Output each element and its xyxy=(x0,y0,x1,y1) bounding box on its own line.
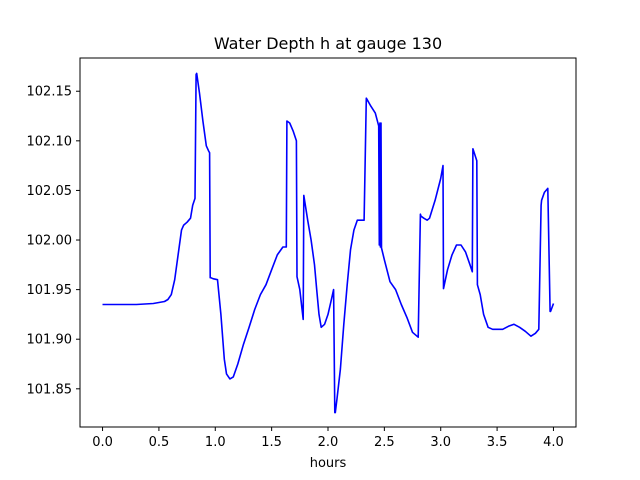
x-tick-label: 2.5 xyxy=(374,435,395,450)
x-axis: 0.0 0.5 1.0 1.5 2.0 2.5 3.0 3.5 4.0 xyxy=(92,427,564,450)
y-tick-label: 102.05 xyxy=(27,184,73,199)
x-tick-label: 3.0 xyxy=(430,435,451,450)
x-tick-label: 4.0 xyxy=(543,435,564,450)
y-tick-label: 102.10 xyxy=(27,134,73,149)
depth-series-line xyxy=(102,72,555,414)
y-tick-label: 101.90 xyxy=(27,333,73,348)
chart-title: Water Depth h at gauge 130 xyxy=(214,34,442,53)
y-tick-label: 102.15 xyxy=(27,85,73,100)
y-axis: 101.85 101.90 101.95 102.00 102.05 102.10 102.… xyxy=(27,85,80,397)
x-tick-label: 1.5 xyxy=(261,435,282,450)
x-tick-label: 3.5 xyxy=(487,435,508,450)
y-tick-label: 101.95 xyxy=(27,283,73,298)
series-layer xyxy=(102,72,555,414)
x-tick-label: 2.0 xyxy=(318,435,339,450)
y-tick-label: 101.85 xyxy=(27,382,73,397)
x-tick-label: 0.0 xyxy=(92,435,113,450)
x-tick-label: 1.0 xyxy=(205,435,226,450)
x-tick-label: 0.5 xyxy=(149,435,170,450)
y-tick-label: 102.00 xyxy=(27,234,73,249)
x-axis-label: hours xyxy=(310,456,347,471)
